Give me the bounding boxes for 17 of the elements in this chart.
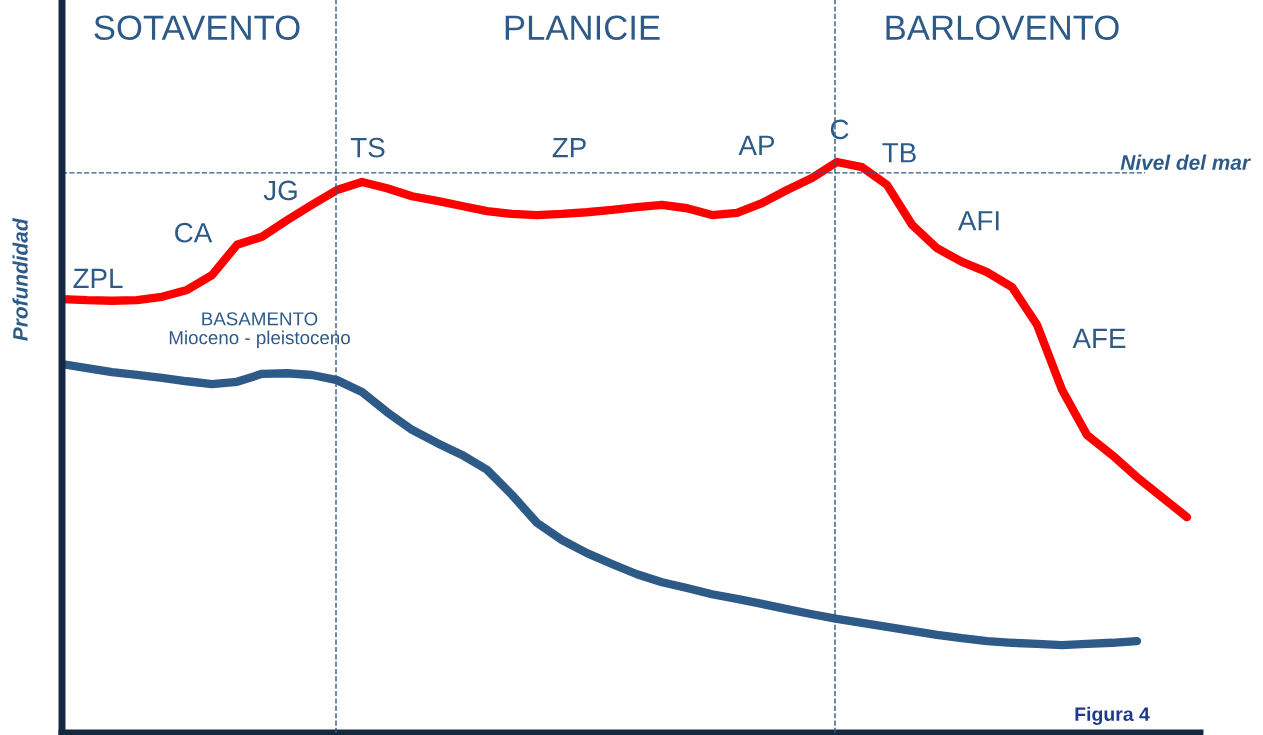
text: PLANICIE: [505, 15, 660, 40]
text: TS: [350, 137, 385, 158]
annotation: TB: [882, 143, 916, 163]
annotation: JG: [263, 180, 297, 201]
annotation: AFI: [957, 211, 999, 231]
annotation: AFE: [1072, 328, 1126, 348]
y-axis-title: Profundidad: [12, 218, 28, 341]
annotation: ZPL: [73, 268, 123, 288]
text: SOTAVENTO: [94, 15, 300, 40]
annotation: BASAMENTO Mioceno - pleistoceno: [169, 312, 350, 349]
annotation: CA: [175, 222, 213, 243]
text: C: [830, 119, 849, 140]
text: AP: [738, 135, 775, 155]
text: ZP: [552, 138, 586, 158]
ref-line-label: Nivel del mar: [1120, 154, 1251, 170]
annotation: Figura 4: [1075, 706, 1150, 725]
text: BARLOVENTO: [886, 15, 1119, 40]
